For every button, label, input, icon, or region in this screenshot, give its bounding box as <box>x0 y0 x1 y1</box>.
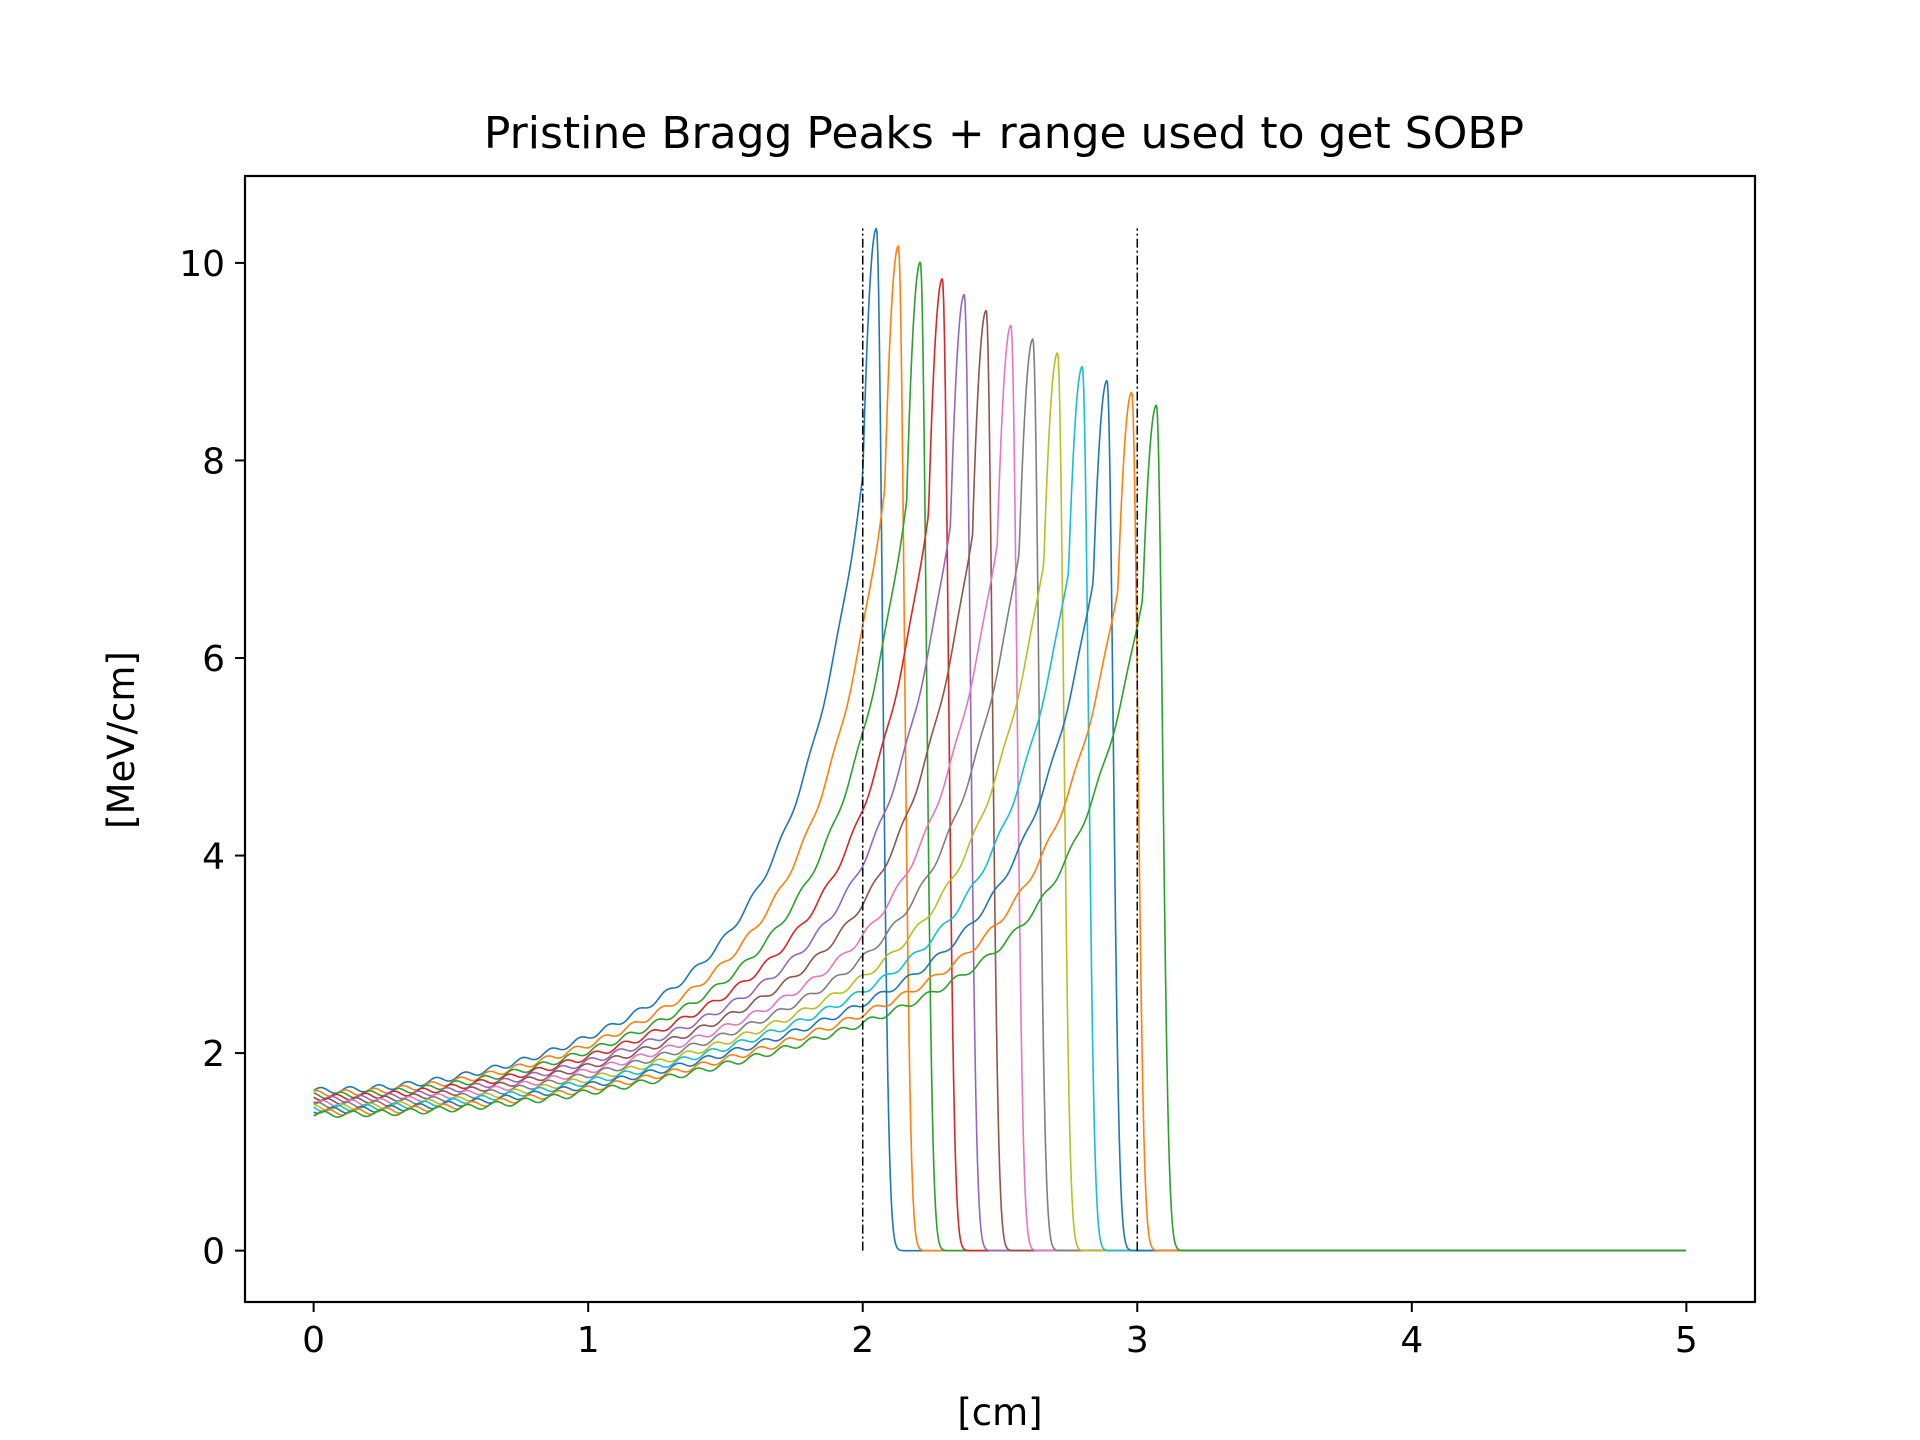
x-tick-label: 2 <box>851 1320 874 1361</box>
y-tick-label: 2 <box>202 1034 225 1075</box>
series-line <box>313 404 1686 1252</box>
y-tick-label: 0 <box>202 1232 225 1273</box>
x-tick-label: 1 <box>577 1320 600 1361</box>
plot-area <box>313 227 1686 1252</box>
x-tick-label: 3 <box>1126 1320 1149 1361</box>
x-axis-label: [cm] <box>957 1391 1042 1434</box>
y-axis: 0 2 4 6 8 10 <box>179 244 245 1273</box>
y-tick-label: 6 <box>202 639 225 680</box>
y-tick-label: 10 <box>179 244 225 285</box>
x-tick-label: 5 <box>1675 1320 1698 1361</box>
y-axis-label: [MeV/cm] <box>100 651 143 829</box>
x-axis: 0 1 2 3 4 5 <box>302 1302 1698 1361</box>
axes-frame <box>243 174 1757 1304</box>
x-tick-label: 0 <box>302 1320 325 1361</box>
y-tick-label: 4 <box>202 837 225 878</box>
x-tick-label: 4 <box>1400 1320 1423 1361</box>
range-markers <box>861 228 1139 1251</box>
chart-title: Pristine Bragg Peaks + range used to get… <box>484 108 1524 159</box>
y-tick-label: 8 <box>202 441 225 482</box>
